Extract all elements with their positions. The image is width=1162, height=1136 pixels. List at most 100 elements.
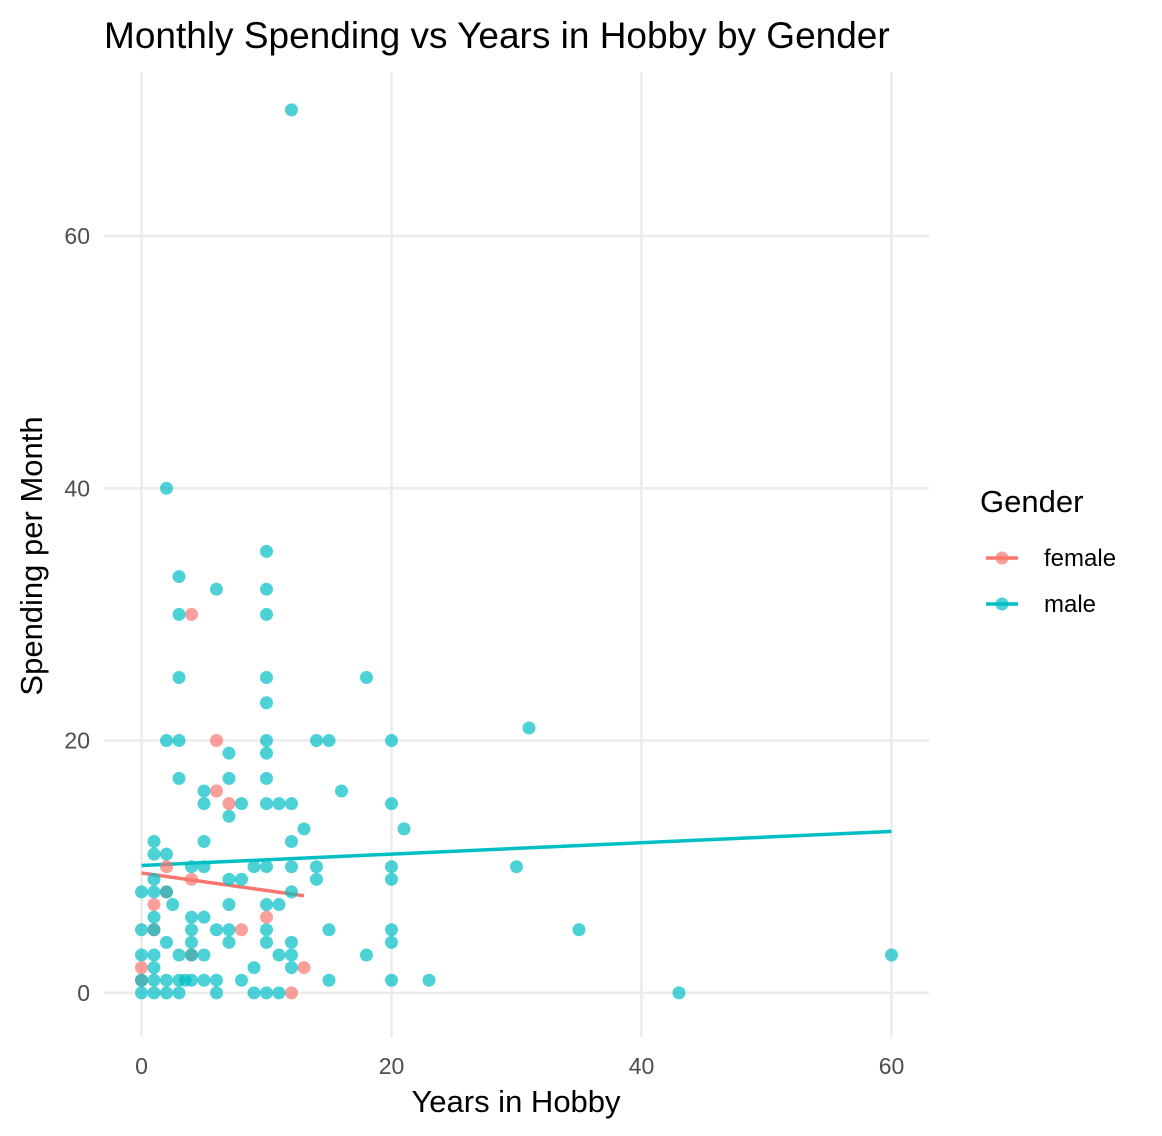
y-tick-label: 40 (64, 475, 90, 501)
male-point (197, 797, 211, 811)
male-point (385, 734, 398, 748)
male-point (385, 973, 398, 987)
male-point (310, 860, 323, 874)
male-point (885, 948, 898, 962)
male-point (285, 885, 298, 899)
male-point (172, 986, 186, 1000)
male-point (322, 734, 336, 748)
y-tick-label: 60 (64, 223, 90, 249)
male-point (247, 986, 261, 1000)
male-point (272, 797, 286, 811)
female-point (147, 898, 161, 912)
male-point (235, 872, 248, 886)
male-point (160, 847, 173, 861)
male-point (222, 898, 236, 912)
female-point (235, 923, 248, 937)
x-tick-label: 40 (629, 1053, 655, 1079)
grid (104, 72, 929, 1037)
y-tick-label: 20 (64, 728, 90, 754)
female-point (210, 784, 223, 798)
female-point (285, 986, 298, 1000)
male-point (160, 986, 173, 1000)
male-point (385, 860, 398, 874)
male-point (210, 986, 223, 1000)
male-point (247, 860, 261, 874)
male-point (322, 973, 336, 987)
male-point (285, 948, 298, 962)
male-point (172, 570, 186, 584)
male-point (335, 784, 348, 798)
male-point (272, 948, 286, 962)
male-point (185, 860, 198, 874)
male-point (197, 910, 211, 924)
x-tick-label: 20 (379, 1053, 405, 1079)
male-point (222, 809, 236, 823)
male-point (272, 898, 286, 912)
male-point (260, 923, 273, 937)
male-point (285, 860, 298, 874)
male-point (247, 961, 261, 975)
female-point (185, 607, 198, 621)
male-point (147, 834, 161, 848)
male-point (260, 607, 273, 621)
male-point (222, 923, 236, 937)
female-trend-line (141, 871, 305, 898)
legend: Gender female male (980, 484, 1116, 618)
female-point (297, 961, 311, 975)
male-point (172, 670, 186, 684)
y-axis-title: Spending per Month (14, 416, 49, 695)
male-point (210, 923, 223, 937)
male-point (197, 860, 211, 874)
female-point (135, 961, 148, 975)
male-point (222, 771, 236, 785)
male-point (160, 935, 173, 949)
male-point (135, 923, 148, 937)
male-point (260, 771, 273, 785)
male-point (385, 872, 398, 886)
male-point (385, 935, 398, 949)
female-point (260, 910, 273, 924)
male-point (147, 923, 161, 937)
male-point (147, 847, 161, 861)
male-point (272, 986, 286, 1000)
x-tick-label: 60 (879, 1053, 905, 1079)
male-point (160, 973, 173, 987)
legend-key-point-female (995, 551, 1009, 565)
male-point (222, 872, 236, 886)
x-tick-label: 0 (135, 1053, 148, 1079)
male-point (385, 797, 398, 811)
male-point (147, 872, 161, 886)
male-point (285, 834, 298, 848)
male-point (160, 734, 173, 748)
male-point (160, 885, 173, 899)
male-point (135, 973, 148, 987)
male-point (172, 771, 186, 785)
male-point (197, 784, 211, 798)
male-point (185, 923, 198, 937)
male-point (197, 834, 211, 848)
male-point (422, 973, 436, 987)
male-point (260, 797, 273, 811)
male-point (147, 961, 161, 975)
male-point (260, 734, 273, 748)
male-point (147, 948, 161, 962)
data-points (135, 103, 898, 1000)
male-point (360, 948, 373, 962)
male-point (397, 822, 411, 836)
male-point (135, 885, 148, 899)
male-point (147, 973, 161, 987)
male-point (260, 986, 273, 1000)
male-point (172, 734, 186, 748)
male-point (135, 948, 148, 962)
male-point (285, 961, 298, 975)
y-tick-label: 0 (77, 980, 90, 1006)
male-point (185, 948, 198, 962)
male-point (572, 923, 586, 937)
male-point (522, 721, 536, 735)
male-point (197, 973, 211, 987)
male-point (185, 935, 198, 949)
legend-key-point-male (995, 597, 1009, 611)
male-point (260, 544, 273, 558)
male-point (260, 935, 273, 949)
